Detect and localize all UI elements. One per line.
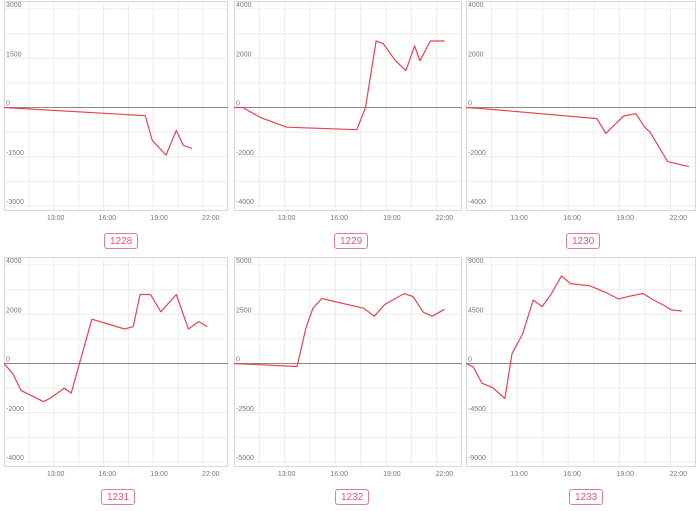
y-tick-label: 0	[236, 101, 240, 108]
y-tick-label: 0	[6, 357, 10, 364]
x-tick-label: 16:00	[330, 471, 348, 478]
x-tick-label: 19:00	[150, 471, 168, 478]
line-chart-1229: 4000 2000 0 -2000 -4000 13:00 16:00 19:00 22:00	[234, 1, 462, 222]
series-line	[3, 106, 193, 156]
y-tick-label: -9000	[468, 455, 486, 462]
chart-frame	[466, 1, 696, 211]
y-tick-label: 2000	[468, 51, 484, 58]
chart-label-button-1232[interactable]: 1232	[335, 489, 370, 505]
chart-frame	[234, 257, 462, 467]
x-tick-label: 22:00	[670, 471, 688, 478]
line-chart-1231: 4000 2000 0 -2000 -4000 13:00 16:00 19:00 22:00	[3, 257, 228, 478]
chart-panel-1232: 5000 2500 0 -2500 -5000 13:00 16:00 19:00 22:00	[233, 257, 462, 487]
y-tick-label: 4500	[468, 307, 484, 314]
chart-frame	[234, 1, 462, 211]
y-tick-label: -3000	[6, 199, 24, 206]
y-tick-label: -4000	[6, 455, 24, 462]
chart-panel-1231: 4000 2000 0 -2000 -4000 13:00 16:00 19:00 22:00	[3, 257, 228, 487]
y-tick-label: -4000	[236, 199, 254, 206]
series-line	[234, 40, 445, 131]
x-tick-label: 13:00	[510, 471, 528, 478]
y-tick-label: 1500	[6, 51, 22, 58]
y-tick-label: 4000	[6, 258, 22, 265]
x-tick-label: 22:00	[202, 471, 220, 478]
x-tick-label: 22:00	[436, 471, 454, 478]
y-tick-label: 4000	[236, 2, 252, 9]
y-tick-label: 9000	[468, 258, 484, 265]
chart-frame	[4, 257, 228, 467]
y-tick-label: -1500	[6, 150, 24, 157]
y-tick-label: -4500	[468, 406, 486, 413]
x-tick-label: 13:00	[278, 471, 296, 478]
y-tick-label: 2000	[6, 307, 22, 314]
x-tick-label: 13:00	[278, 215, 296, 222]
y-tick-label: -2500	[236, 406, 254, 413]
chart-panel-1229: 4000 2000 0 -2000 -4000 13:00 16:00 19:00 22:00	[234, 1, 462, 231]
x-tick-label: 22:00	[670, 215, 688, 222]
x-tick-label: 13:00	[47, 215, 65, 222]
chart-label-button-1233[interactable]: 1233	[569, 489, 604, 505]
line-chart-1233: 9000 4500 0 -4500 -9000 13:00 16:00 19:00 22:00	[465, 257, 696, 478]
series-line	[465, 106, 690, 168]
y-tick-label: -2000	[6, 406, 24, 413]
x-tick-label: 16:00	[99, 215, 117, 222]
y-tick-label: 0	[468, 357, 472, 364]
line-chart-1230: 4000 2000 0 -2000 -4000 13:00 16:00 19:00 22:00	[465, 1, 696, 222]
series-line	[233, 292, 445, 368]
line-chart-1228: 3000 1500 0 -1500 -3000 13:00 16:00 19:00 22:00	[3, 1, 228, 222]
x-tick-label: 19:00	[616, 215, 634, 222]
chart-label-button-1229[interactable]: 1229	[334, 233, 369, 249]
x-tick-label: 16:00	[330, 215, 348, 222]
chart-label-button-1230[interactable]: 1230	[566, 233, 601, 249]
y-tick-label: 3000	[6, 2, 22, 9]
x-tick-label: 16:00	[563, 215, 581, 222]
y-tick-label: 0	[6, 101, 10, 108]
y-tick-label: -2000	[236, 150, 254, 157]
chart-frame	[4, 1, 228, 211]
x-tick-label: 16:00	[563, 471, 581, 478]
x-tick-label: 19:00	[383, 471, 401, 478]
y-tick-label: -2000	[468, 150, 486, 157]
y-tick-label: 2000	[236, 51, 252, 58]
series-line	[3, 293, 208, 403]
y-tick-label: 0	[236, 357, 240, 364]
x-tick-label: 16:00	[99, 471, 117, 478]
y-tick-label: 0	[468, 101, 472, 108]
x-tick-label: 19:00	[383, 215, 401, 222]
y-tick-label: 4000	[468, 2, 484, 9]
x-tick-label: 22:00	[436, 215, 454, 222]
chart-panel-1233: 9000 4500 0 -4500 -9000 13:00 16:00 19:00 22:00	[465, 257, 696, 487]
x-tick-label: 19:00	[616, 471, 634, 478]
y-tick-label: -4000	[468, 199, 486, 206]
chart-label-button-1228[interactable]: 1228	[104, 233, 139, 249]
series-line	[465, 275, 682, 400]
y-tick-label: 2500	[236, 307, 252, 314]
x-tick-label: 13:00	[47, 471, 65, 478]
chart-frame	[466, 257, 696, 467]
chart-panel-1230: 4000 2000 0 -2000 -4000 13:00 16:00 19:00 22:00	[465, 1, 696, 231]
line-chart-1232: 5000 2500 0 -2500 -5000 13:00 16:00 19:00 22:00	[233, 257, 462, 478]
y-tick-label: 5000	[236, 258, 252, 265]
chart-label-button-1231[interactable]: 1231	[101, 489, 136, 505]
y-tick-label: -5000	[236, 455, 254, 462]
x-tick-label: 22:00	[202, 215, 220, 222]
x-tick-label: 13:00	[510, 215, 528, 222]
x-tick-label: 19:00	[150, 215, 168, 222]
chart-panel-1228: 3000 1500 0 -1500 -3000 13:00 16:00 19:00 22:00	[3, 1, 228, 231]
